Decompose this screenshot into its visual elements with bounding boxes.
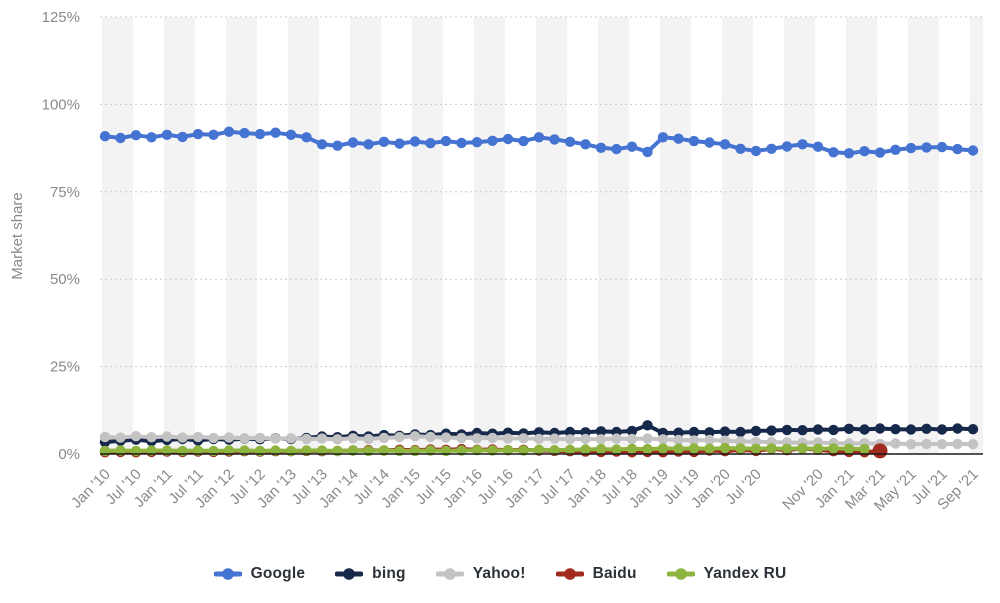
legend-label: Yahoo!: [472, 565, 526, 582]
series-google[interactable]: [99, 126, 979, 159]
chart-legend: Google bing Yahoo! Baidu Yandex RU: [0, 554, 1000, 594]
legend-label: Yandex RU: [703, 565, 787, 582]
legend-item-google[interactable]: Google: [213, 565, 306, 583]
y-tick-label: 0%: [58, 446, 80, 463]
y-tick-label: 75%: [50, 184, 80, 201]
series-area: [99, 126, 979, 459]
legend-item-yahoo[interactable]: Yahoo!: [435, 565, 526, 583]
y-tick-label: 25%: [50, 359, 80, 376]
legend-item-yandex-ru[interactable]: Yandex RU: [666, 565, 787, 583]
legend-marker-bing-icon: [335, 568, 364, 580]
y-tick-label: 125%: [42, 9, 80, 26]
x-tick-label: Jul '20: [722, 466, 764, 508]
legend-item-baidu[interactable]: Baidu: [555, 565, 637, 583]
y-tick-label: 50%: [50, 271, 80, 288]
legend-marker-yahoo-icon: [435, 568, 464, 580]
series-yandex-ru[interactable]: [99, 442, 870, 457]
legend-marker-baidu-icon: [555, 568, 584, 580]
legend-label: Google: [250, 565, 306, 582]
plot-background: [102, 17, 983, 454]
y-tick-label: 100%: [42, 96, 80, 113]
y-axis-title: Market share: [9, 192, 26, 280]
legend-item-bing[interactable]: bing: [335, 565, 406, 583]
legend-marker-yandex-ru-icon: [666, 568, 695, 580]
x-tick-label: Jan '10: [68, 466, 114, 512]
gridlines: [100, 16, 983, 368]
y-axis: 0% 25% 50% 75% 100% 125%: [42, 9, 80, 463]
legend-label: bing: [372, 565, 406, 582]
legend-marker-google-icon: [213, 568, 242, 580]
legend-label: Baidu: [592, 565, 637, 582]
